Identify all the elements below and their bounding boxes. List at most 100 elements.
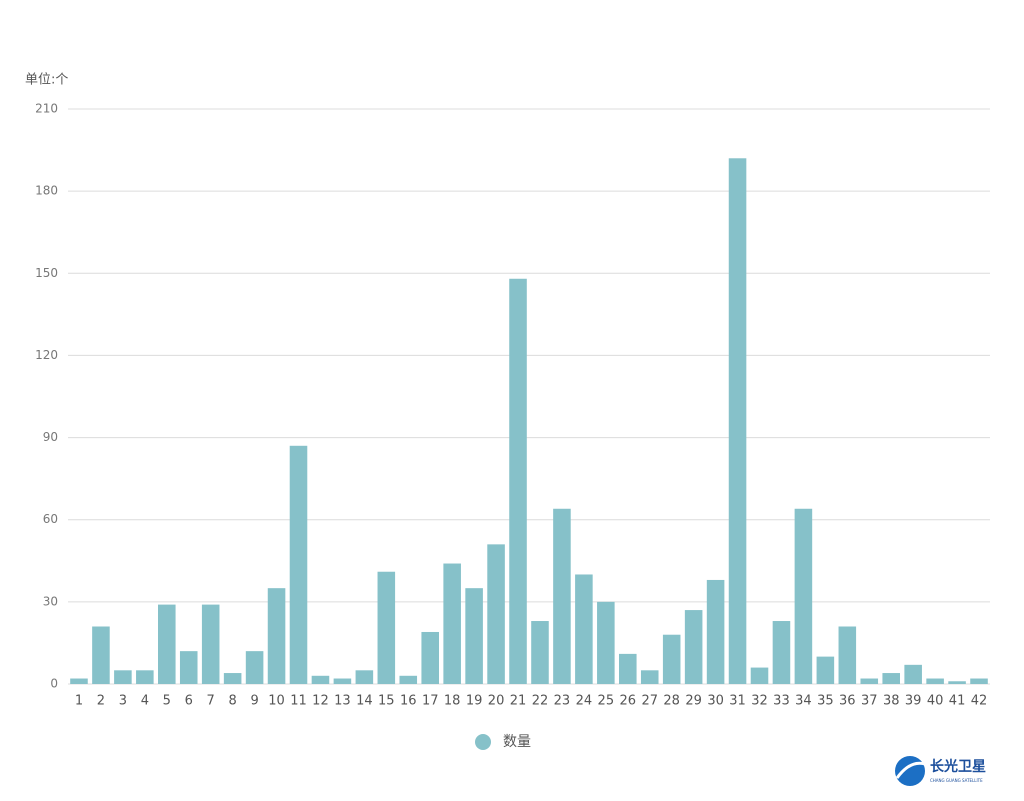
bar: [948, 681, 966, 684]
x-tick-label: 5: [163, 694, 171, 709]
bar: [223, 673, 242, 684]
legend-swatch: [475, 734, 491, 750]
bar: [882, 673, 900, 684]
bar: [794, 508, 813, 684]
bar: [267, 588, 286, 684]
logo-icon: [895, 756, 925, 786]
bar: [970, 678, 988, 684]
x-tick-label: 37: [861, 694, 878, 709]
y-tick-label: 60: [43, 512, 58, 526]
logo: 长光卫星 CHANG GUANG SATELLITE: [895, 756, 986, 786]
logo-subtitle: CHANG GUANG SATELLITE: [930, 778, 983, 783]
x-tick-label: 31: [729, 694, 746, 709]
logo-swoosh: [895, 761, 926, 779]
bar: [904, 664, 922, 684]
bar: [443, 563, 461, 684]
x-tick-label: 27: [641, 694, 658, 709]
bar: [136, 670, 154, 684]
bar: [92, 626, 110, 684]
x-tick-label: 7: [207, 694, 215, 709]
y-tick-label: 90: [43, 430, 58, 444]
x-tick-label: 33: [773, 694, 790, 709]
x-tick-label: 18: [444, 694, 461, 709]
bar: [706, 579, 725, 684]
x-tick-label: 39: [905, 694, 922, 709]
bar: [289, 445, 308, 684]
bar: [421, 631, 439, 684]
x-tick-label: 11: [290, 694, 307, 709]
bar: [355, 670, 374, 684]
bar: [245, 651, 264, 684]
x-tick-label: 28: [663, 694, 680, 709]
bar: [597, 601, 615, 684]
bar: [158, 604, 176, 684]
x-tick-label: 13: [334, 694, 351, 709]
x-tick-label: 4: [141, 694, 149, 709]
y-tick-label: 0: [50, 677, 58, 691]
bar: [684, 610, 703, 684]
bar: [179, 651, 198, 684]
y-tick-label: 30: [43, 594, 58, 608]
x-tick-label: 41: [949, 694, 966, 709]
x-tick-label: 17: [422, 694, 439, 709]
y-tick-label: 150: [35, 266, 58, 280]
x-tick-label: 20: [488, 694, 505, 709]
x-tick-label: 34: [795, 694, 812, 709]
x-tick-label: 30: [707, 694, 724, 709]
x-tick-label: 12: [312, 694, 329, 709]
bar: [70, 678, 88, 684]
bar: [772, 621, 791, 684]
legend-label: 数量: [503, 734, 531, 750]
x-tick-label: 8: [229, 694, 237, 709]
x-tick-label: 25: [598, 694, 615, 709]
x-tick-label: 24: [576, 694, 593, 709]
x-tick-label: 40: [927, 694, 944, 709]
bar: [926, 678, 944, 684]
bar: [465, 588, 483, 684]
bar: [662, 634, 681, 684]
y-axis-label: 单位:个: [25, 73, 68, 88]
bar: [575, 574, 593, 684]
bar: [640, 670, 659, 684]
x-tick-label: 9: [250, 694, 258, 709]
bar: [750, 667, 769, 684]
x-tick-label: 2: [97, 694, 105, 709]
x-tick-label: 26: [620, 694, 637, 709]
bar: [201, 604, 220, 684]
x-tick-label: 1: [75, 694, 83, 709]
x-tick-label: 23: [554, 694, 571, 709]
x-tick-label: 3: [119, 694, 127, 709]
bar: [838, 626, 857, 684]
logo-name: 长光卫星: [930, 758, 986, 775]
x-tick-label: 32: [751, 694, 768, 709]
x-tick-label: 22: [532, 694, 549, 709]
y-tick-label: 180: [35, 184, 58, 198]
x-tick-label: 16: [400, 694, 417, 709]
bar: [531, 621, 549, 684]
bar: [399, 675, 418, 684]
bar: [619, 653, 637, 684]
bar: [860, 678, 879, 684]
bar: [114, 670, 132, 684]
y-tick-label: 120: [35, 348, 58, 362]
bar: [311, 675, 330, 684]
x-tick-label: 36: [839, 694, 856, 709]
x-tick-label: 42: [971, 694, 988, 709]
x-tick-label: 21: [510, 694, 527, 709]
bar: [377, 571, 396, 684]
x-tick-label: 6: [185, 694, 193, 709]
bar: [333, 678, 352, 684]
bar: [816, 656, 835, 684]
y-tick-label: 210: [35, 102, 58, 116]
x-tick-label: 15: [378, 694, 395, 709]
x-tick-label: 19: [466, 694, 483, 709]
x-tick-label: 10: [268, 694, 285, 709]
x-tick-label: 38: [883, 694, 900, 709]
x-tick-label: 35: [817, 694, 834, 709]
bar: [553, 508, 571, 684]
bar: [487, 544, 505, 684]
bar: [728, 158, 747, 685]
x-tick-label: 14: [356, 694, 373, 709]
x-tick-label: 29: [685, 694, 702, 709]
